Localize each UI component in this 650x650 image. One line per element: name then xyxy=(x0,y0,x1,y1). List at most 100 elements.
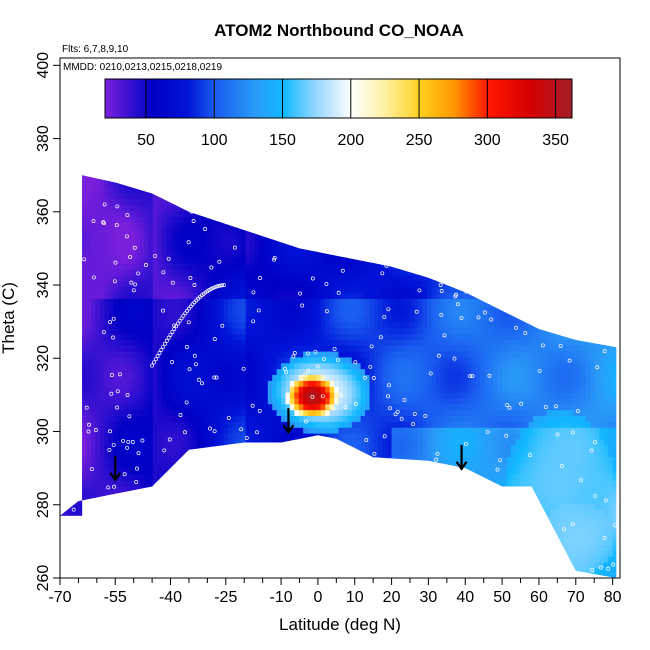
field-cell xyxy=(281,292,287,299)
field-cell xyxy=(201,175,207,182)
field-cell xyxy=(303,538,309,545)
field-cell xyxy=(201,392,207,399)
field-cell xyxy=(99,573,105,578)
field-cell xyxy=(82,164,87,171)
field-cell xyxy=(157,392,163,399)
field-cell xyxy=(82,386,88,393)
field-cell xyxy=(312,263,317,270)
field-cell xyxy=(170,292,176,299)
field-cell xyxy=(245,438,251,446)
field-cell xyxy=(152,538,158,545)
field-cell xyxy=(64,468,70,475)
field-cell xyxy=(325,222,331,229)
field-cell xyxy=(130,186,136,194)
field-cell xyxy=(183,474,189,481)
field-cell xyxy=(148,339,154,346)
field-cell xyxy=(289,386,295,393)
field-cell xyxy=(64,580,69,587)
field-cell xyxy=(303,515,309,522)
field-cell xyxy=(254,433,260,440)
field-cell xyxy=(329,321,335,329)
field-cell xyxy=(334,263,340,270)
field-cell xyxy=(121,479,127,487)
field-cell xyxy=(117,479,123,487)
field-cell xyxy=(223,309,229,317)
field-cell xyxy=(157,386,163,393)
field-cell xyxy=(342,392,348,399)
field-cell xyxy=(73,304,79,311)
field-cell xyxy=(192,427,198,434)
field-cell xyxy=(263,216,269,223)
field-cell xyxy=(223,245,229,252)
field-cell xyxy=(179,304,185,311)
field-cell xyxy=(174,239,180,247)
field-cell xyxy=(281,397,287,405)
field-cell xyxy=(365,573,371,578)
field-cell xyxy=(338,397,344,405)
field-cell xyxy=(139,333,145,340)
field-cell xyxy=(342,456,348,463)
field-cell xyxy=(113,427,119,434)
field-cell xyxy=(104,362,110,370)
field-cell xyxy=(82,462,88,469)
field-cell xyxy=(179,356,185,364)
field-cell xyxy=(351,532,357,540)
field-cell xyxy=(144,392,149,399)
field-cell xyxy=(73,222,79,229)
field-cell xyxy=(104,479,110,487)
field-cell xyxy=(276,292,282,299)
field-cell xyxy=(219,227,225,235)
field-cell xyxy=(99,503,105,510)
field-cell xyxy=(219,380,225,387)
field-cell xyxy=(152,175,158,182)
field-cell xyxy=(351,421,357,428)
field-cell xyxy=(250,233,256,241)
field-cell xyxy=(320,186,326,194)
field-cell xyxy=(64,491,70,499)
field-cell xyxy=(329,456,335,463)
field-cell xyxy=(312,204,317,211)
field-cell xyxy=(294,567,300,575)
field-cell xyxy=(170,362,176,370)
field-cell xyxy=(77,239,83,247)
field-cell xyxy=(153,580,158,587)
field-cell xyxy=(232,479,238,487)
field-cell xyxy=(99,556,105,563)
field-cell xyxy=(130,368,136,375)
field-cell xyxy=(232,210,238,217)
field-cell xyxy=(60,292,65,299)
field-cell xyxy=(272,362,278,370)
field-cell xyxy=(356,198,362,206)
field-cell xyxy=(60,421,65,428)
field-cell xyxy=(135,538,141,545)
field-cell xyxy=(320,397,326,405)
field-cell xyxy=(210,356,216,364)
field-cell xyxy=(166,304,172,311)
field-cell xyxy=(214,409,220,416)
field-cell xyxy=(99,345,105,352)
field-cell xyxy=(320,474,326,481)
field-cell xyxy=(347,356,353,364)
field-cell xyxy=(232,345,238,352)
field-cell xyxy=(152,339,158,346)
field-cell xyxy=(250,468,256,475)
field-cell xyxy=(347,210,353,217)
field-cell xyxy=(263,351,269,358)
field-cell xyxy=(201,286,207,293)
field-cell xyxy=(201,556,207,563)
field-cell xyxy=(130,485,136,493)
field-cell xyxy=(166,351,172,358)
field-cell xyxy=(289,509,295,516)
field-cell xyxy=(219,561,225,569)
field-cell xyxy=(86,526,92,534)
field-cell xyxy=(90,503,96,510)
field-cell xyxy=(289,368,295,375)
field-cell xyxy=(342,538,348,545)
field-cell xyxy=(258,450,264,458)
field-cell xyxy=(272,251,278,258)
field-cell xyxy=(329,556,335,563)
field-cell xyxy=(104,233,110,241)
field-cell xyxy=(342,509,348,516)
field-cell xyxy=(303,204,309,211)
field-cell xyxy=(135,456,141,463)
